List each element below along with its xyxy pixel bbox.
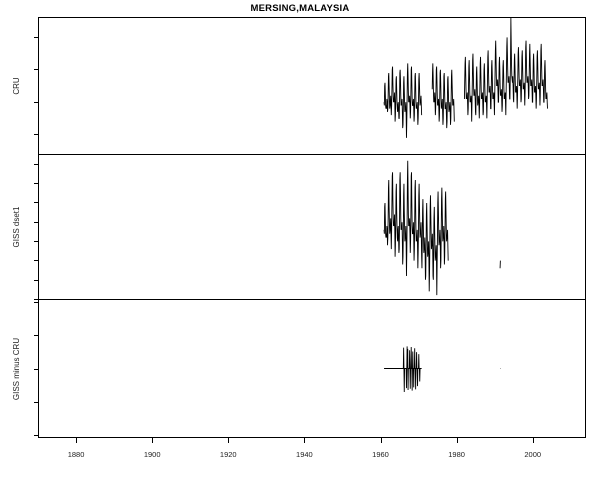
y-tick-mark: [34, 299, 38, 300]
x-tick-label: 1940: [296, 450, 313, 459]
y-tick-mark: [34, 434, 38, 436]
x-tick-label: 1960: [372, 450, 389, 459]
series-cru: [39, 18, 585, 154]
panel-cru: [38, 17, 586, 154]
y-tick-mark: [34, 36, 38, 38]
y-tick-mark: [34, 134, 38, 136]
x-tick-mark: [304, 438, 306, 443]
x-tick-mark: [456, 438, 458, 443]
x-tick-mark: [152, 438, 154, 443]
data-polyline: [384, 161, 448, 295]
panel-giss: [38, 154, 586, 299]
x-tick-label: 1980: [448, 450, 465, 459]
y-axis-label-cru: CRU: [12, 76, 21, 95]
y-tick-mark: [34, 302, 38, 304]
y-tick-mark: [34, 260, 38, 262]
y-tick-mark: [34, 279, 38, 281]
panel-diff: [38, 299, 586, 438]
x-tick-mark: [76, 438, 78, 443]
y-tick-mark: [34, 69, 38, 71]
x-tick-label: 1920: [219, 450, 237, 459]
series-diff: [39, 300, 585, 437]
x-tick-label: 1900: [143, 450, 161, 459]
x-tick-label: 1880: [67, 450, 85, 459]
data-polyline: [384, 63, 422, 137]
y-axis-label-diff: GISS minus CRU: [12, 337, 21, 400]
y-tick-mark: [34, 335, 38, 337]
data-polyline: [432, 63, 454, 128]
x-tick-mark: [532, 438, 534, 443]
data-polyline: [464, 18, 547, 122]
y-tick-mark: [34, 241, 38, 242]
y-tick-mark: [34, 202, 38, 204]
y-tick-mark: [34, 401, 38, 403]
y-tick-mark: [34, 183, 38, 184]
y-tick-mark: [34, 368, 38, 370]
x-tick-label: 2000: [524, 450, 542, 459]
x-tick-mark: [380, 438, 382, 443]
x-tick-mark: [228, 438, 230, 443]
data-polyline: [384, 346, 422, 392]
y-tick-mark: [34, 101, 38, 103]
chart-title: MERSING,MALAYSIA: [250, 3, 350, 14]
y-tick-mark: [34, 221, 38, 223]
y-tick-mark: [34, 163, 38, 165]
y-axis-label-giss: GISS dset1: [12, 206, 21, 247]
series-giss: [39, 155, 585, 299]
